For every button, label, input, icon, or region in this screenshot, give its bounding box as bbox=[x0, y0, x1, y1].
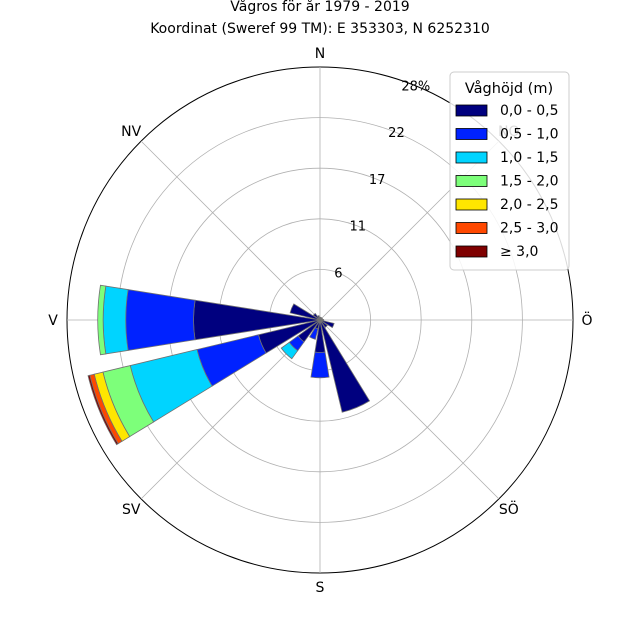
legend-swatch bbox=[455, 245, 488, 258]
radial-tick-label: 17 bbox=[369, 173, 386, 188]
direction-label: V bbox=[48, 313, 58, 329]
legend-swatch bbox=[455, 104, 488, 117]
bar-segment bbox=[125, 289, 196, 351]
legend-label: 1,5 - 2,0 bbox=[500, 174, 558, 190]
legend: Våghöjd (m) 0,0 - 0,5 0,5 - 1,0 1,0 - 1,5 1… bbox=[449, 71, 570, 271]
bar-segment bbox=[310, 351, 330, 379]
legend-label: 1,0 - 1,5 bbox=[500, 150, 558, 166]
bar-segment bbox=[289, 303, 321, 321]
bar-segment bbox=[312, 312, 321, 321]
radial-tick-label: 6 bbox=[334, 266, 342, 281]
legend-label: 2,5 - 3,0 bbox=[500, 221, 558, 237]
direction-label: N bbox=[315, 46, 325, 62]
grid-spoke bbox=[140, 140, 321, 321]
bar-segment bbox=[319, 319, 328, 328]
bar-segment bbox=[319, 319, 371, 413]
grid-spoke bbox=[319, 319, 500, 500]
bar-segment bbox=[87, 374, 119, 446]
legend-swatch bbox=[455, 175, 488, 187]
sector-bars bbox=[87, 284, 371, 446]
legend-title: Våghöjd (m) bbox=[465, 80, 553, 97]
bar-segment bbox=[317, 315, 321, 321]
legend-label: ≥ 3,0 bbox=[500, 244, 538, 260]
bar-segment bbox=[319, 319, 335, 329]
bar-segment bbox=[280, 341, 299, 360]
radial-tick-label: 22 bbox=[388, 126, 405, 141]
legend-swatch bbox=[455, 198, 488, 211]
chart-subtitle: Koordinat (Sweref 99 TM): E 353303, N 62… bbox=[150, 21, 490, 37]
legend-swatch bbox=[455, 151, 488, 164]
legend-swatch bbox=[455, 222, 488, 234]
legend-label: 2,0 - 2,5 bbox=[500, 197, 558, 213]
radial-tick-label: 11 bbox=[349, 220, 366, 235]
direction-label: NV bbox=[121, 124, 141, 140]
direction-label: Ö bbox=[581, 311, 592, 329]
bar-segment bbox=[97, 284, 107, 356]
direction-label: SÖ bbox=[499, 500, 519, 518]
bar-segment bbox=[102, 285, 129, 355]
direction-label: SV bbox=[122, 502, 141, 518]
bar-segment bbox=[309, 327, 319, 340]
chart-title: Vågros för år 1979 - 2019 bbox=[230, 0, 409, 15]
radial-tick-label: 28% bbox=[401, 79, 430, 94]
direction-label: S bbox=[316, 580, 325, 596]
legend-label: 0,0 - 0,5 bbox=[500, 103, 558, 119]
legend-label: 0,5 - 1,0 bbox=[500, 127, 558, 143]
legend-frame bbox=[449, 71, 570, 271]
legend-swatch bbox=[455, 128, 488, 140]
